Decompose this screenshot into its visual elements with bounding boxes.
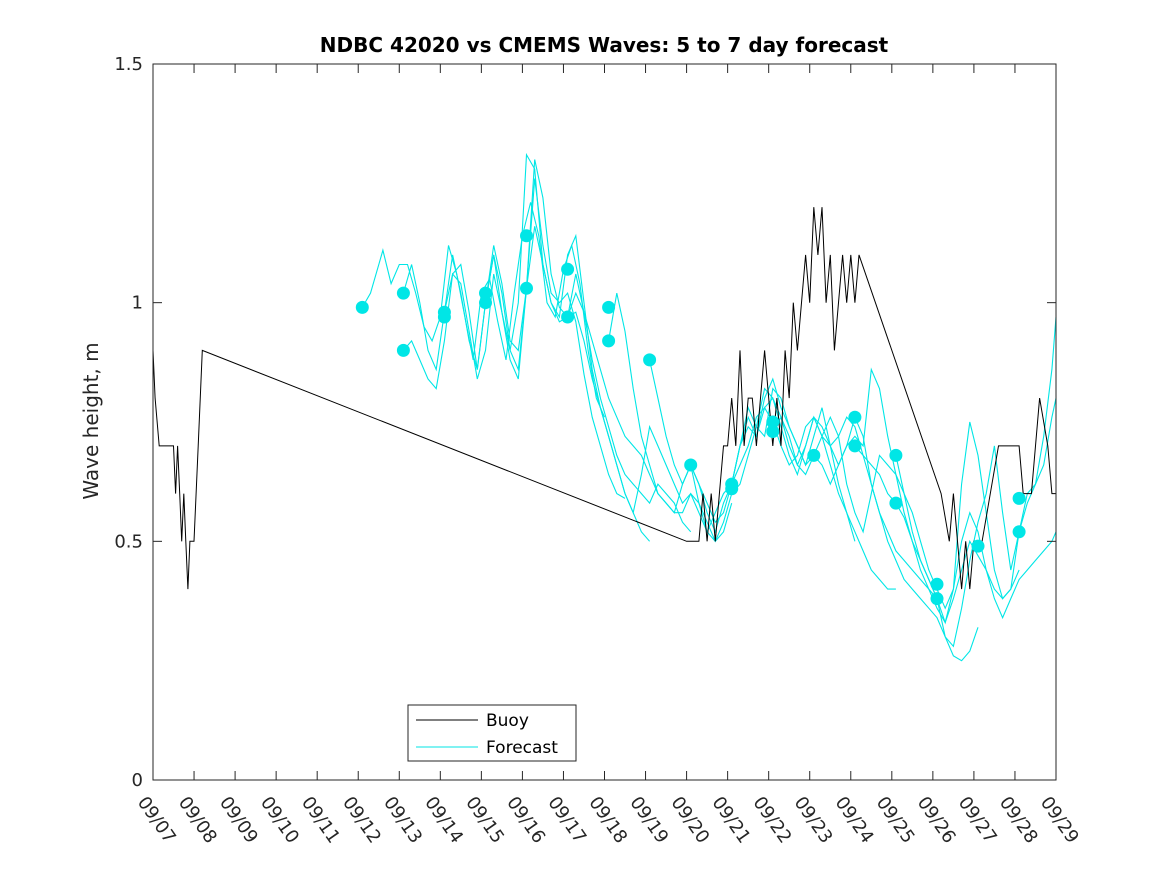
forecast-point <box>602 334 616 348</box>
forecast-line-3 <box>402 178 626 499</box>
forecast-point <box>561 310 575 324</box>
forecast-point <box>807 448 821 462</box>
forecast-line-14 <box>895 397 1057 648</box>
forecast-point <box>971 539 985 553</box>
forecast-point <box>355 300 369 314</box>
forecast-point <box>437 310 451 324</box>
forecast-point <box>1012 491 1026 505</box>
forecast-point <box>766 425 780 438</box>
buoy-layer <box>152 207 1056 590</box>
forecast-point <box>479 286 492 300</box>
forecast-points-layer <box>355 229 1026 606</box>
forecast-point <box>889 448 903 462</box>
forecast-point <box>396 343 410 357</box>
forecast-point <box>643 353 657 367</box>
forecast-point <box>396 286 410 300</box>
forecast-point <box>561 262 575 276</box>
buoy-line <box>152 207 1056 590</box>
legend: Buoy Forecast <box>407 704 577 762</box>
forecast-point <box>684 458 698 472</box>
forecast-line-6 <box>567 311 815 534</box>
forecast-point <box>930 592 944 606</box>
forecast-point <box>1012 525 1026 539</box>
forecast-point <box>479 296 492 310</box>
forecast-point <box>725 482 739 496</box>
y-tick-label: 0 <box>132 770 143 791</box>
forecast-point <box>930 577 944 591</box>
forecast-point <box>848 410 862 424</box>
forecast-point <box>766 415 780 429</box>
y-tick-label: 0.5 <box>114 531 143 552</box>
forecast-point <box>602 300 616 314</box>
forecast-point <box>520 229 533 243</box>
chart-title: NDBC 42020 vs CMEMS Waves: 5 to 7 day fo… <box>320 33 889 57</box>
legend-box <box>407 704 577 762</box>
forecast-point <box>889 496 903 510</box>
y-tick-label: 1 <box>132 293 143 314</box>
y-axis-label: Wave height, m <box>79 342 103 499</box>
legend-forecast-label: Forecast <box>486 738 558 758</box>
legend-buoy-label: Buoy <box>486 711 529 731</box>
y-tick-label: 1.5 <box>114 54 143 75</box>
forecast-point <box>520 281 533 295</box>
forecast-point <box>848 439 862 453</box>
